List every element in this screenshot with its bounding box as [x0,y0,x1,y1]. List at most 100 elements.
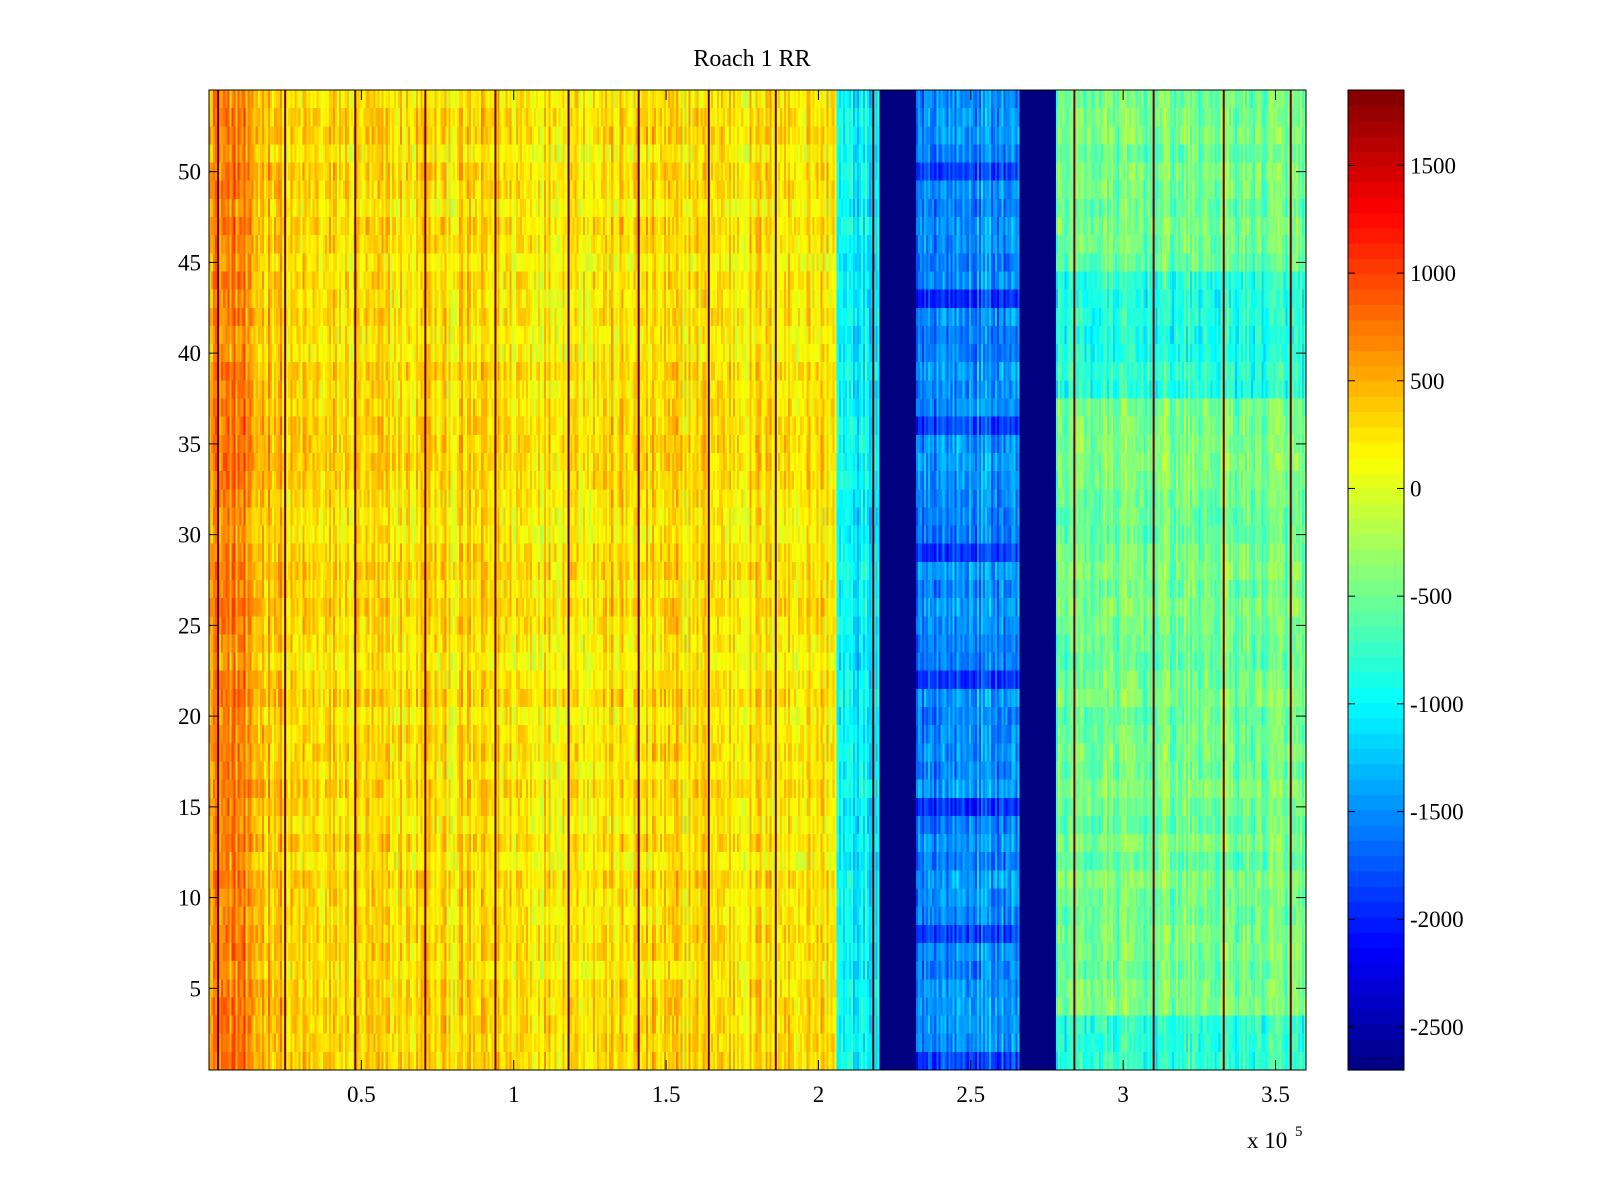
y-tick-label: 45 [178,250,201,275]
colorbar-band [1348,978,1404,995]
colorbar-band [1348,396,1404,413]
colorbar-band [1348,289,1404,305]
x-tick-label: 2 [813,1082,825,1107]
x-tick-label: 2.5 [956,1082,985,1107]
chart-title: Roach 1 RR [693,46,810,72]
y-tick-label: 35 [178,432,201,457]
colorbar-band [1348,625,1404,642]
x-axis-scale-label: x 10 5 [1247,1124,1303,1153]
colorbar-band [1348,993,1404,1010]
colorbar-band [1348,227,1404,244]
colorbar-band [1348,825,1404,841]
colorbar-band [1348,610,1404,627]
colorbar-band [1348,733,1404,750]
colorbar-frame [1347,89,1405,1071]
y-tick-label: 30 [178,523,201,548]
colorbar-band [1348,488,1404,505]
heatmap-plot [209,90,1306,1070]
colorbar-band [1348,90,1404,106]
colorbar-band [1348,886,1404,903]
colorbar-band [1348,717,1404,734]
x-tick-label: 3.5 [1261,1082,1290,1107]
x-axis: 0.5 1 1.5 2 2.5 3 3.5 [347,90,1290,1107]
y-axis: 5 10 15 20 25 30 35 40 45 50 [178,160,1306,1001]
colorbar-band [1348,641,1404,658]
colorbar-band [1348,380,1404,397]
colorbar-band [1348,671,1404,688]
colorbar-band [1348,1054,1404,1071]
colorbar-band [1348,457,1404,474]
x-scale-base: x 10 [1247,1128,1287,1153]
colorbar-band [1348,1008,1404,1025]
colorbar-band [1348,763,1404,780]
colorbar-band [1348,335,1404,351]
colorbar-band [1348,1024,1404,1040]
colorbar-band [1348,534,1404,550]
colorbar-band [1348,197,1404,214]
y-tick-label: 25 [178,613,201,638]
colorbar-band [1348,901,1404,918]
colorbar-band [1348,962,1404,979]
colorbar-band [1348,595,1404,612]
colorbar-band [1348,426,1404,443]
colorbar-band [1348,779,1404,795]
colorbar-band [1348,151,1404,168]
x-tick-label: 1.5 [652,1082,681,1107]
colorbar-band [1348,181,1404,198]
x-tick-label: 0.5 [347,1082,376,1107]
colorbar-band [1348,702,1404,719]
colorbar-tick-label: 500 [1410,369,1445,394]
colorbar-band [1348,442,1404,459]
colorbar-tick-label: -2500 [1410,1015,1464,1040]
y-tick-label: 10 [178,886,201,911]
colorbar-band [1348,1039,1404,1056]
y-tick-label: 40 [178,341,201,366]
y-tick-label: 5 [190,976,202,1001]
colorbar-band [1348,580,1404,596]
colorbar-band [1348,304,1404,321]
plot-frame [208,89,1307,1071]
colorbar-band [1348,932,1404,949]
y-tick-label: 15 [178,795,201,820]
colorbar-band [1348,273,1404,290]
heatmap-image [209,90,1306,1070]
colorbar-band [1348,243,1404,260]
colorbar-band [1348,656,1404,673]
colorbar-band [1348,518,1404,535]
colorbar-band [1348,549,1404,566]
x-scale-exponent: 5 [1295,1124,1303,1140]
colorbar-band [1348,503,1404,520]
colorbar-band [1348,840,1404,857]
colorbar-band [1348,120,1404,137]
colorbar-tick-label: 1000 [1410,261,1456,286]
colorbar-band [1348,166,1404,183]
colorbar-tick-label: 0 [1410,476,1422,501]
colorbar-band [1348,411,1404,428]
colorbar-tick-label: -1500 [1410,800,1464,825]
colorbar-band [1348,472,1404,489]
colorbar-band [1348,365,1404,382]
colorbar-tick-label: -1000 [1410,692,1464,717]
colorbar-band [1348,350,1404,367]
colorbar-tick-label: -2000 [1410,907,1464,932]
colorbar-band [1348,947,1404,964]
colorbar-band [1348,916,1404,933]
y-tick-label: 20 [178,704,201,729]
x-tick-label: 1 [508,1082,520,1107]
y-tick-label: 50 [178,160,201,185]
colorbar-band [1348,794,1404,811]
colorbar-tick-label: 1500 [1410,153,1456,178]
colorbar-axis: 1500 1000 500 0 -500 -1000 -1500 -2000 -2500 [1348,153,1464,1040]
colorbar-band [1348,319,1404,336]
colorbar [1348,90,1404,1071]
colorbar-band [1348,809,1404,826]
colorbar-band [1348,135,1404,152]
colorbar-band [1348,870,1404,887]
x-tick-label: 3 [1117,1082,1129,1107]
colorbar-band [1348,748,1404,765]
colorbar-band [1348,855,1404,872]
colorbar-band [1348,564,1404,581]
colorbar-band [1348,687,1404,704]
colorbar-band [1348,258,1404,275]
